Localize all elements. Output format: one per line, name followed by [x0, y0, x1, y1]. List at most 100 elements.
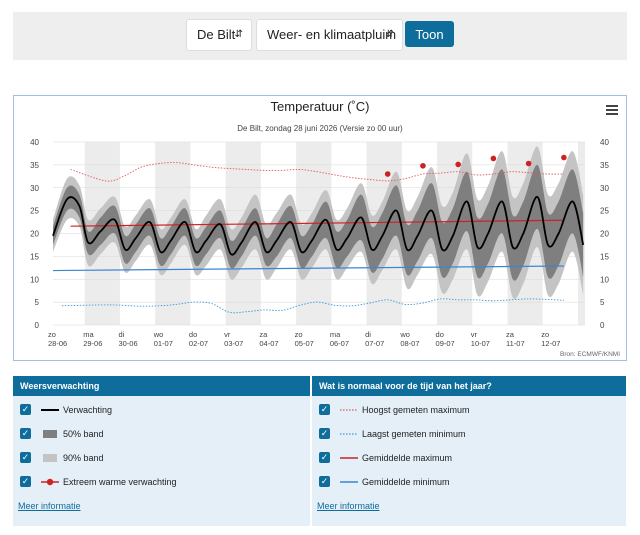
legend-item-label: 50% band: [63, 429, 104, 439]
legend-item-normal-min[interactable]: ✓ Gemiddelde minimum: [312, 475, 626, 489]
x-tick-date: 09-07: [436, 339, 455, 348]
y-tick-label-right: 0: [600, 321, 605, 330]
legend-item-label: Gemiddelde maximum: [362, 453, 453, 463]
product-type-select[interactable]: Weer- en klimaatpluim ⇵: [256, 19, 403, 51]
y-tick-label-left: 40: [30, 138, 39, 147]
chart-panel: 0 0 5 5 10 10 15 15 20 20 25 25 30 30 35 35 40 40 zo 28-06 m…: [13, 95, 627, 361]
legend-item-forecast[interactable]: ✓ Verwachting: [13, 403, 310, 417]
x-tick-day: zo: [295, 330, 303, 339]
x-tick-day: wo: [399, 330, 410, 339]
checkbox-checked-icon[interactable]: ✓: [319, 404, 330, 415]
legend-normal-panel: Wat is normaal voor de tijd van het jaar…: [312, 376, 626, 526]
light-gray-band-icon: [43, 454, 57, 462]
checkbox-checked-icon[interactable]: ✓: [20, 476, 31, 487]
checkbox-checked-icon[interactable]: ✓: [319, 452, 330, 463]
y-tick-label-left: 20: [30, 230, 39, 239]
checkbox-checked-icon[interactable]: ✓: [20, 404, 31, 415]
x-tick-day: ma: [330, 330, 341, 339]
y-tick-label-right: 20: [600, 230, 609, 239]
y-tick-label-left: 15: [30, 252, 39, 261]
legend-item-band50[interactable]: ✓ 50% band: [13, 427, 310, 441]
normal-max-line: [70, 219, 564, 227]
legend-item-band90[interactable]: ✓ 90% band: [13, 451, 310, 465]
x-tick-day: do: [189, 330, 197, 339]
y-tick-label-left: 30: [30, 184, 39, 193]
more-info-link[interactable]: Meer informatie: [317, 501, 380, 511]
extreme-warm-point: [384, 171, 391, 177]
x-tick-date: 04-07: [259, 339, 278, 348]
red-dot-line-icon: [41, 478, 59, 486]
location-select[interactable]: De Bilt ⇵: [186, 19, 252, 51]
x-tick-date: 12-07: [541, 339, 560, 348]
chevron-updown-icon: ⇵: [234, 29, 243, 40]
normal-min-line: [52, 265, 564, 272]
y-tick-label-left: 10: [30, 275, 39, 284]
extreme-warm-point: [455, 161, 461, 168]
chart-subtitle: De Bilt, zondag 28 juni 2026 (Versie zo …: [237, 124, 403, 133]
y-tick-label-left: 35: [30, 161, 39, 170]
record-max-line: [70, 162, 564, 182]
legend-item-label: Hoogst gemeten maximum: [362, 405, 470, 415]
checkbox-checked-icon[interactable]: ✓: [20, 452, 31, 463]
extreme-warm-point: [525, 160, 532, 167]
legend-item-normal-max[interactable]: ✓ Gemiddelde maximum: [312, 451, 626, 465]
product-type-select-value: Weer- en klimaatpluim: [267, 27, 397, 42]
y-tick-label-right: 40: [600, 138, 609, 147]
x-tick-date: 30-06: [118, 339, 137, 348]
x-tick-date: 05-07: [295, 339, 314, 348]
chart-title: Temperatuur (˚C): [271, 99, 370, 114]
checkbox-checked-icon[interactable]: ✓: [319, 476, 330, 487]
x-tick-date: 29-06: [83, 339, 102, 348]
y-tick-label-right: 15: [600, 252, 609, 261]
legend-item-label: 90% band: [63, 453, 104, 463]
y-tick-label-right: 35: [600, 161, 609, 170]
legend-forecast-title: Weersverwachting: [13, 376, 310, 396]
x-tick-day: zo: [48, 330, 56, 339]
y-tick-label-right: 10: [600, 275, 609, 284]
y-tick-label-right: 25: [600, 207, 609, 216]
x-tick-date: 07-07: [365, 339, 384, 348]
x-tick-date: 02-07: [189, 339, 208, 348]
dark-gray-band-icon: [43, 430, 57, 438]
chart-credits: Bron: ECMWF/KNMI: [560, 351, 620, 358]
checkbox-checked-icon[interactable]: ✓: [319, 428, 330, 439]
checkbox-checked-icon[interactable]: ✓: [20, 428, 31, 439]
x-tick-date: 28-06: [48, 339, 67, 348]
y-tick-label-right: 30: [600, 184, 609, 193]
red-line-icon: [340, 457, 358, 459]
y-tick-label-left: 0: [35, 321, 40, 330]
location-select-value: De Bilt: [197, 27, 236, 42]
x-tick-day: di: [118, 330, 124, 339]
x-tick-date: 11-07: [506, 339, 525, 348]
legend-normal-title: Wat is normaal voor de tijd van het jaar…: [312, 376, 626, 396]
x-tick-day: do: [436, 330, 444, 339]
x-tick-date: 06-07: [330, 339, 349, 348]
more-info-link[interactable]: Meer informatie: [18, 501, 81, 511]
x-tick-day: zo: [541, 330, 549, 339]
legend-item-label: Laagst gemeten minimum: [362, 429, 466, 439]
hamburger-menu-icon[interactable]: [606, 105, 618, 115]
legend-item-extreme[interactable]: ✓ Extreem warme verwachting: [13, 475, 310, 489]
legend-forecast-panel: Weersverwachting ✓ Verwachting ✓ 50% ban…: [13, 376, 310, 526]
record-min-line: [61, 298, 564, 314]
black-line-icon: [41, 409, 59, 411]
legend-item-label: Verwachting: [63, 405, 113, 415]
extreme-warm-point: [420, 162, 426, 169]
x-tick-day: di: [365, 330, 371, 339]
x-tick-day: za: [506, 330, 515, 339]
legend-item-record-max[interactable]: ✓ Hoogst gemeten maximum: [312, 403, 626, 417]
x-tick-day: za: [259, 330, 268, 339]
legend-item-label: Extreem warme verwachting: [63, 477, 177, 487]
x-tick-date: 10-07: [471, 339, 490, 348]
x-tick-day: vr: [471, 330, 478, 339]
top-controls-bar: De Bilt ⇵ Weer- en klimaatpluim ⇵ Toon: [13, 12, 627, 60]
extreme-warm-point: [561, 154, 567, 161]
toon-button[interactable]: Toon: [405, 21, 454, 47]
x-tick-date: 01-07: [154, 339, 173, 348]
y-tick-label-left: 25: [30, 207, 39, 216]
legend-item-record-min[interactable]: ✓ Laagst gemeten minimum: [312, 427, 626, 441]
blue-dotted-line-icon: [340, 433, 358, 435]
x-tick-day: wo: [153, 330, 164, 339]
blue-line-icon: [340, 481, 358, 483]
